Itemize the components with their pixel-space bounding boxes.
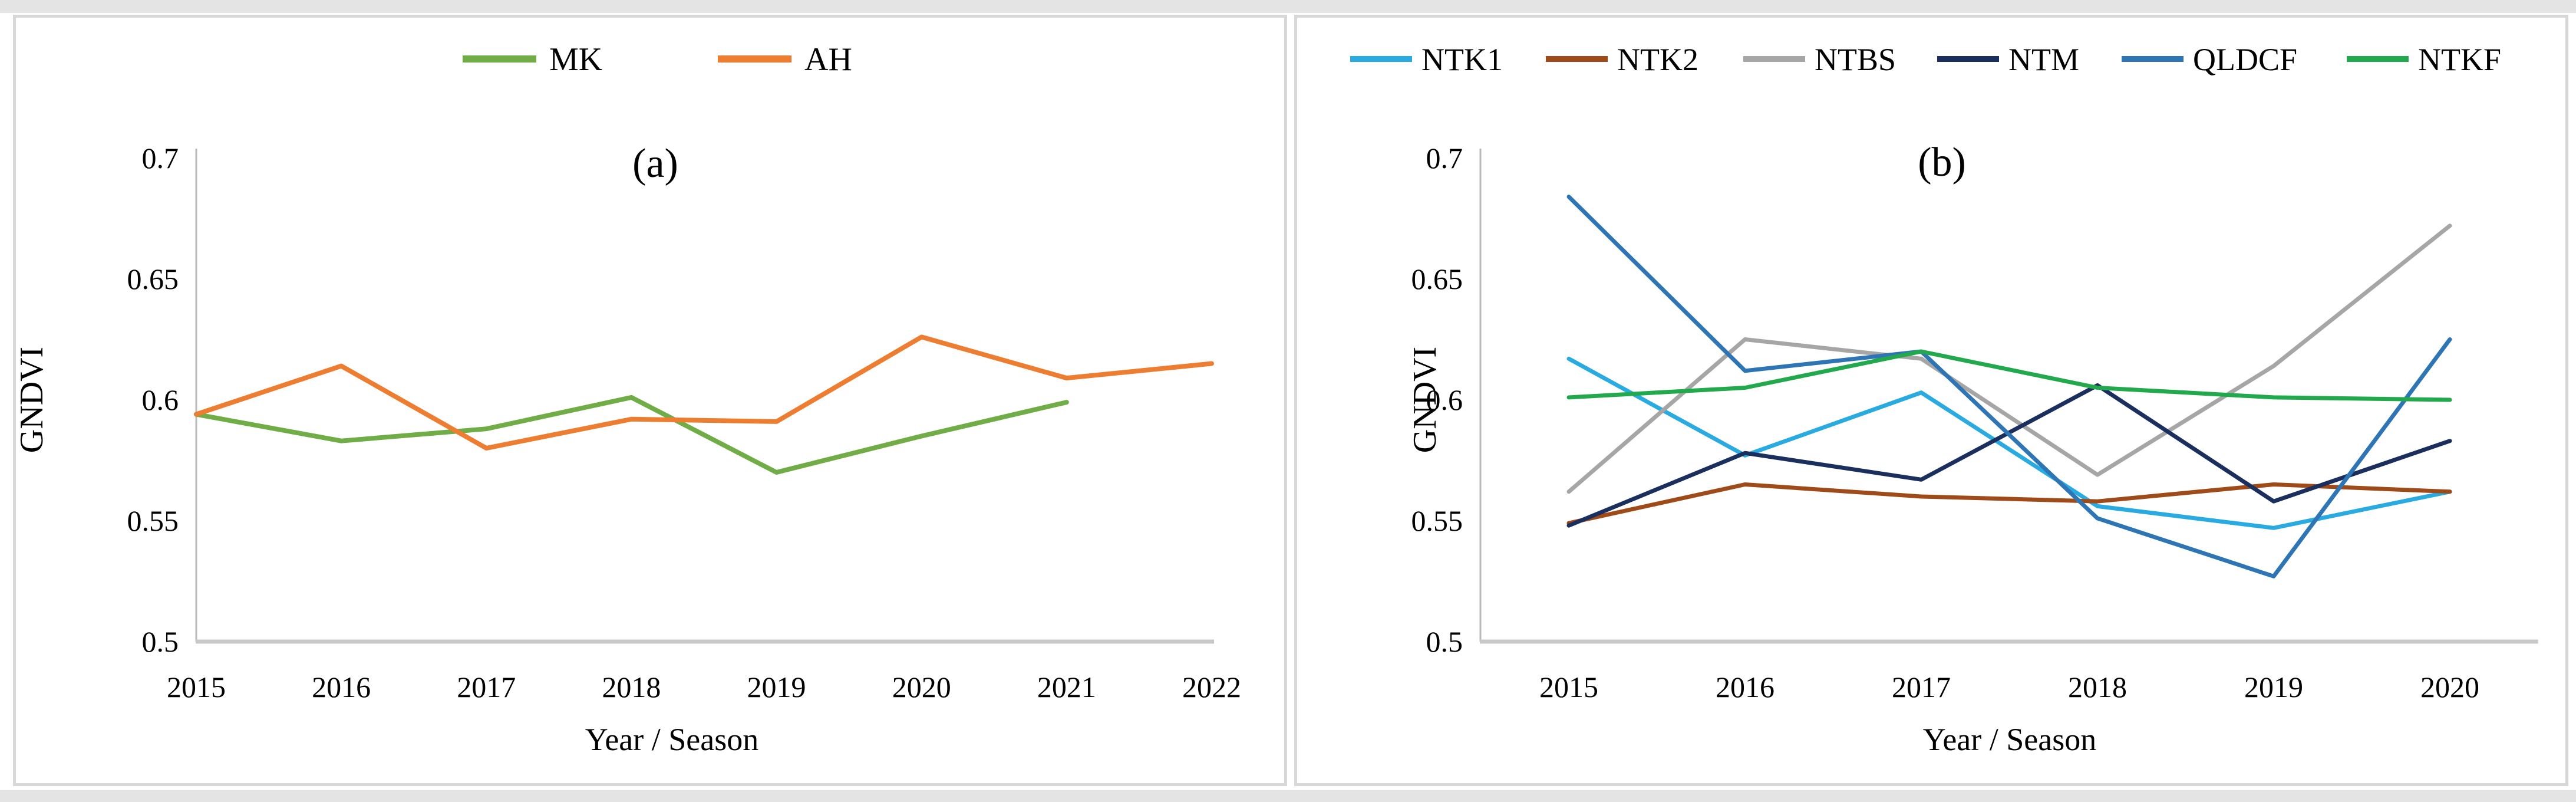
x-tick-label-a-2018: 2018 bbox=[602, 670, 661, 704]
x-tick-label-b-2019: 2019 bbox=[2244, 670, 2303, 704]
y-tick-label-a-0.55: 0.55 bbox=[127, 504, 179, 537]
x-tick-label-b-2016: 2016 bbox=[1716, 670, 1774, 704]
y-tick-label-a-0.5: 0.5 bbox=[142, 625, 179, 658]
chart-panel-a bbox=[13, 15, 1287, 786]
series-line-AH bbox=[194, 334, 1214, 451]
y-tick-label-b-0.65: 0.65 bbox=[1411, 262, 1463, 295]
chart-title-a: (a) bbox=[632, 141, 678, 186]
x-tick-label-a-2022: 2022 bbox=[1182, 670, 1241, 704]
y-tick-label-a-0.7: 0.7 bbox=[142, 142, 179, 175]
series-line-QLDCF bbox=[1566, 195, 2452, 579]
y-tick-label-b-0.55: 0.55 bbox=[1411, 504, 1463, 537]
series-line-NTBS bbox=[1566, 223, 2452, 494]
series-line-NTK1 bbox=[1566, 356, 2452, 530]
x-tick-label-b-2018: 2018 bbox=[2068, 670, 2127, 704]
legend-label-MK: MK bbox=[549, 41, 602, 78]
x-axis-title-b: Year / Season bbox=[1923, 722, 2097, 757]
legend-label-NTBS: NTBS bbox=[1815, 42, 1896, 77]
x-tick-label-a-2021: 2021 bbox=[1037, 670, 1096, 704]
x-tick-label-b-2015: 2015 bbox=[1539, 670, 1598, 704]
series-line-NTM bbox=[1566, 383, 2452, 528]
x-tick-label-b-2017: 2017 bbox=[1892, 670, 1951, 704]
legend-label-AH: AH bbox=[804, 41, 852, 78]
x-tick-label-a-2019: 2019 bbox=[747, 670, 806, 704]
x-tick-label-a-2016: 2016 bbox=[312, 670, 371, 704]
y-tick-label-b-0.7: 0.7 bbox=[1426, 142, 1463, 175]
legend-label-NTK2: NTK2 bbox=[1617, 42, 1698, 77]
x-tick-label-a-2017: 2017 bbox=[457, 670, 516, 704]
y-axis-title-b: GNDVI bbox=[1407, 347, 1443, 453]
series-line-NTKF bbox=[1566, 349, 2452, 402]
x-axis-title-a: Year / Season bbox=[585, 722, 759, 757]
y-tick-label-b-0.5: 0.5 bbox=[1426, 625, 1463, 658]
bottom-margin-strip bbox=[0, 790, 2576, 802]
top-margin-strip bbox=[0, 0, 2576, 13]
x-tick-label-b-2020: 2020 bbox=[2420, 670, 2479, 704]
x-tick-label-a-2015: 2015 bbox=[167, 670, 226, 704]
x-tick-label-a-2020: 2020 bbox=[892, 670, 951, 704]
series-line-MK bbox=[194, 395, 1069, 475]
series-line-NTK2 bbox=[1566, 482, 2452, 525]
legend-label-NTK1: NTK1 bbox=[1421, 42, 1503, 77]
y-tick-label-a-0.65: 0.65 bbox=[127, 262, 179, 295]
y-tick-label-b-0.6: 0.6 bbox=[1426, 383, 1463, 416]
y-axis-title-a: GNDVI bbox=[14, 347, 50, 453]
y-tick-label-a-0.6: 0.6 bbox=[142, 383, 179, 416]
legend-label-NTM: NTM bbox=[2008, 42, 2079, 77]
chart-title-b: (b) bbox=[1918, 140, 1966, 185]
legend-label-NTKF: NTKF bbox=[2418, 42, 2501, 77]
legend-label-QLDCF: QLDCF bbox=[2193, 42, 2297, 77]
